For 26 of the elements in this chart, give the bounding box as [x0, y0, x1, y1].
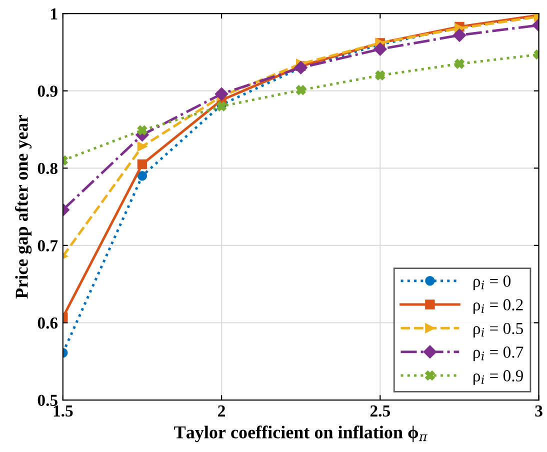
- x-tick-label: 2.5: [370, 405, 390, 417]
- point: [452, 28, 466, 42]
- point: [374, 42, 387, 56]
- y-tick-label: 0.6: [38, 317, 58, 329]
- y-tick-label: 0.8: [38, 162, 58, 174]
- point: [296, 85, 306, 95]
- legend-label: ρ$_{i}$ = 0.9: [474, 370, 523, 385]
- legend-label: ρ$_{i}$ = 0.5: [474, 322, 524, 338]
- y-tick-label: 0.7: [38, 240, 58, 252]
- point: [137, 159, 148, 170]
- y-tick-label: 0.9: [38, 86, 58, 97]
- x-tick-label: 3: [535, 405, 542, 417]
- point: [137, 125, 148, 136]
- point: [375, 70, 386, 80]
- y-tick-label: 1: [51, 8, 58, 20]
- legend-label: ρ$_{i}$ = 0: [474, 276, 511, 290]
- y-axis-title: Price gap after one year: [14, 115, 32, 299]
- point: [137, 142, 148, 152]
- x-tick-label: 1.5: [54, 405, 73, 417]
- legend-label: ρ$_{i}$ = 0.2: [474, 299, 523, 314]
- legend-label: ρ$_{i}$ = 0.7: [474, 346, 524, 362]
- point: [214, 87, 228, 101]
- y-tick-label: 0.5: [38, 394, 58, 406]
- x-tick-label: 2: [218, 405, 225, 416]
- x-axis-title: Taylor coefficient on inflation ϕ$_{π}$: [174, 426, 428, 442]
- point: [454, 58, 464, 69]
